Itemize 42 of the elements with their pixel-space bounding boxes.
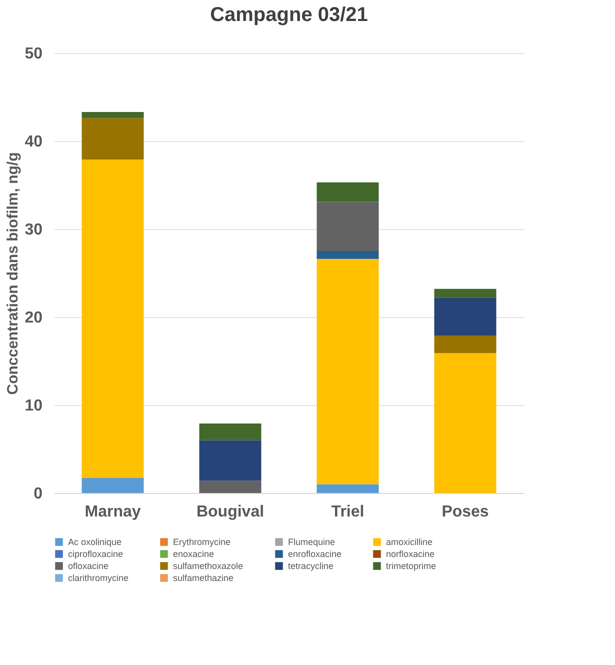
legend-label: enoxacine (173, 549, 214, 559)
chart-title: Campagne 03/21 (210, 4, 368, 26)
bar (434, 298, 496, 336)
bar (199, 423, 262, 440)
legend-label: tetracycline (288, 561, 334, 571)
y-axis-title: Conccentration dans biofilm, ng/g (4, 152, 22, 395)
bar (434, 353, 496, 493)
bar (199, 440, 262, 481)
legend-label: ciprofloxacine (68, 549, 124, 559)
bar (82, 118, 144, 160)
bar (316, 258, 379, 484)
legend-label: Erythromycine (173, 537, 231, 547)
x-tick-label: Poses (442, 504, 489, 520)
legend-label: sulfamethoxazole (173, 561, 244, 571)
y-tick-label: 0 (34, 486, 43, 502)
legend-label: norfloxacine (386, 549, 435, 559)
y-tick-label: 10 (24, 398, 43, 414)
x-tick-label: Triel (331, 504, 364, 520)
legend-label: sulfamethazine (173, 573, 234, 583)
bar (434, 288, 496, 298)
bar (316, 484, 379, 493)
legend-label: clarithromycine (68, 573, 129, 583)
bar (199, 480, 262, 493)
bar (316, 251, 379, 259)
y-tick-label: 40 (24, 134, 43, 150)
x-tick-label: Marnay (84, 504, 141, 520)
legend-label: Flumequine (288, 537, 336, 547)
y-tick-label: 20 (24, 310, 43, 326)
y-tick-label: 50 (24, 46, 43, 62)
bar (82, 112, 144, 118)
bar (82, 478, 144, 493)
legend-label: trimetoprime (386, 561, 436, 571)
bar (434, 335, 496, 354)
legend-label: enrofloxacine (288, 549, 342, 559)
legend-label: amoxicilline (386, 537, 433, 547)
x-tick-label: Bougival (196, 504, 264, 520)
legend-label: ofloxacine (68, 561, 109, 571)
y-tick-label: 30 (24, 222, 43, 238)
bar (82, 159, 144, 478)
bar (316, 202, 379, 251)
legend-label: Ac oxolinique (68, 537, 122, 547)
bar (316, 182, 379, 202)
